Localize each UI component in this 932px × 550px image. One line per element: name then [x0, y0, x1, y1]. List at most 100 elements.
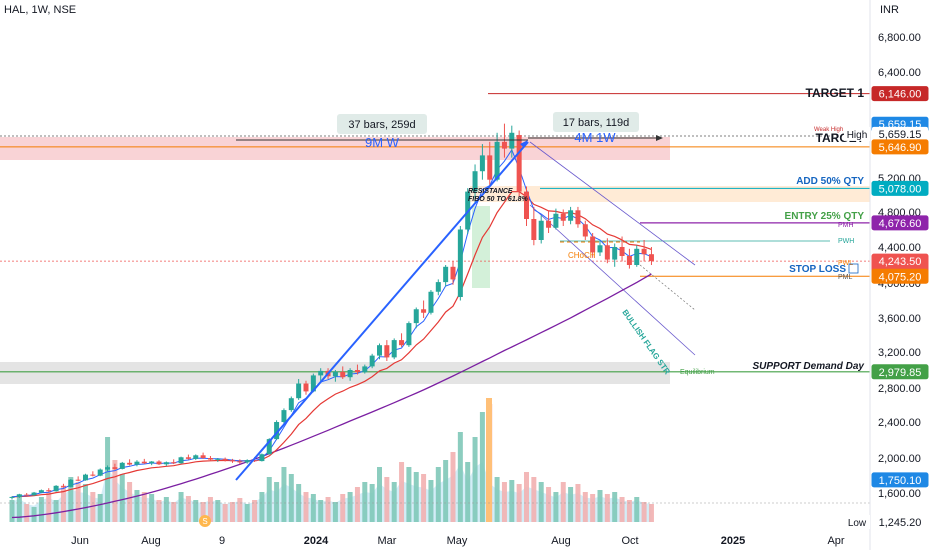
candle-body [472, 171, 478, 192]
candle-body [288, 398, 294, 411]
y-tick-label: 2,400.00 [878, 417, 921, 429]
candle-body [501, 141, 507, 149]
volume-bar [553, 492, 559, 522]
candle-body [185, 457, 191, 459]
candle-body [68, 479, 74, 487]
volume-bar [60, 487, 66, 522]
trendline-up [235, 141, 529, 481]
volume-bar [68, 477, 74, 522]
pwh-label: PWH [838, 238, 854, 245]
candle-body [524, 191, 529, 219]
volume-bar [24, 504, 30, 522]
y-tick-label: 6,400.00 [878, 67, 921, 79]
volume-bar [634, 497, 640, 522]
bars-right-tag-text: 17 bars, 119d [563, 117, 629, 129]
y-tick-label: 4,400.00 [878, 242, 921, 254]
bars-left-tag-text: 37 bars, 259d [348, 119, 415, 131]
candle-body [90, 474, 96, 476]
candle-body [296, 383, 302, 399]
price-label-box [872, 515, 928, 529]
volume-bar [421, 474, 427, 522]
ema-fast-line [11, 148, 652, 498]
trend-annotations: 37 bars, 259d 17 bars, 119d 9M W 4M 1W Weak … [235, 112, 854, 481]
candle-body [9, 496, 15, 498]
candle-body [641, 248, 647, 255]
y-tick-label: 6,800.00 [878, 32, 921, 44]
volume-bar [230, 502, 235, 522]
volume-bar [516, 484, 522, 522]
volume-bar [134, 490, 140, 522]
volume-bar [597, 490, 603, 522]
volume-bar [193, 500, 199, 522]
price-label: 1,750.10 [871, 472, 929, 488]
ema-slow-line [11, 273, 652, 519]
price-label-value: 4,075.20 [879, 271, 922, 283]
price-label-box [871, 139, 929, 155]
volume-bar [619, 497, 625, 522]
volume-bar [288, 474, 294, 522]
volume-bars [9, 398, 654, 522]
channel-lower [529, 204, 696, 356]
choch-label: CHoCH [568, 251, 596, 260]
candle-body [619, 247, 625, 256]
level-label: SUPPORT Demand Day [752, 361, 864, 372]
volume-bar [582, 492, 588, 522]
candle-body [60, 485, 66, 487]
volume-bar [119, 474, 125, 522]
channel-mid [639, 264, 696, 311]
volume-bar [16, 494, 22, 522]
volume-bar [200, 502, 206, 522]
candle-body [546, 220, 552, 228]
volume-bar [141, 492, 147, 522]
volume-bar [156, 500, 162, 522]
price-label: 5,659.15 High [844, 126, 928, 141]
move-right-label: 4M 1W [574, 130, 616, 145]
volume-bar [105, 437, 111, 522]
fibo-zone [470, 186, 870, 202]
candle-body [384, 345, 390, 358]
price-label: 1,245.20 Low [844, 515, 928, 529]
price-label-value: 5,646.90 [879, 142, 922, 154]
x-tick-label: Aug [551, 535, 571, 547]
arrow-right-icon [656, 135, 663, 141]
volume-bar [531, 477, 537, 522]
bars-left-tag-box [337, 114, 427, 134]
price-note: High [847, 130, 868, 141]
volume-bar [296, 484, 302, 522]
candle-body [281, 410, 287, 422]
volume-bar [406, 467, 412, 522]
volume-bar [46, 492, 52, 522]
candle-body [310, 375, 316, 392]
price-label-value: 4,676.60 [879, 218, 922, 230]
candle-body [112, 467, 118, 469]
candle-body [634, 248, 640, 265]
volume-bar [310, 494, 316, 522]
candle-body [553, 213, 559, 228]
price-label-box [871, 472, 929, 488]
volume-bar [354, 487, 360, 522]
volume-bar [90, 492, 96, 522]
candle-body [560, 213, 566, 221]
symbol-title: HAL, 1W, NSE [4, 4, 77, 16]
candle-body [237, 461, 243, 463]
pwl-label: PWL [838, 260, 853, 267]
level-label: ENTRY 25% QTY [785, 211, 865, 222]
volume-bar [428, 480, 434, 522]
candle-body [377, 345, 382, 356]
level-label: TARGET 1 [806, 86, 865, 100]
volume-bar [53, 500, 59, 522]
fibo-label: FIBO 50 TO 61.8% [468, 196, 529, 203]
volume-bar [641, 502, 647, 522]
candle-body [193, 455, 199, 459]
price-note-box [844, 126, 870, 141]
x-tick-label: Jun [71, 535, 89, 547]
price-label: 5,646.90 [871, 139, 929, 155]
y-tick-label: 3,600.00 [878, 313, 921, 325]
candle-body [369, 355, 375, 367]
volume-bar [568, 487, 574, 522]
candle-body [149, 461, 155, 464]
y-tick-label: 3,200.00 [878, 347, 921, 359]
pmh-label: PMH [838, 222, 854, 229]
